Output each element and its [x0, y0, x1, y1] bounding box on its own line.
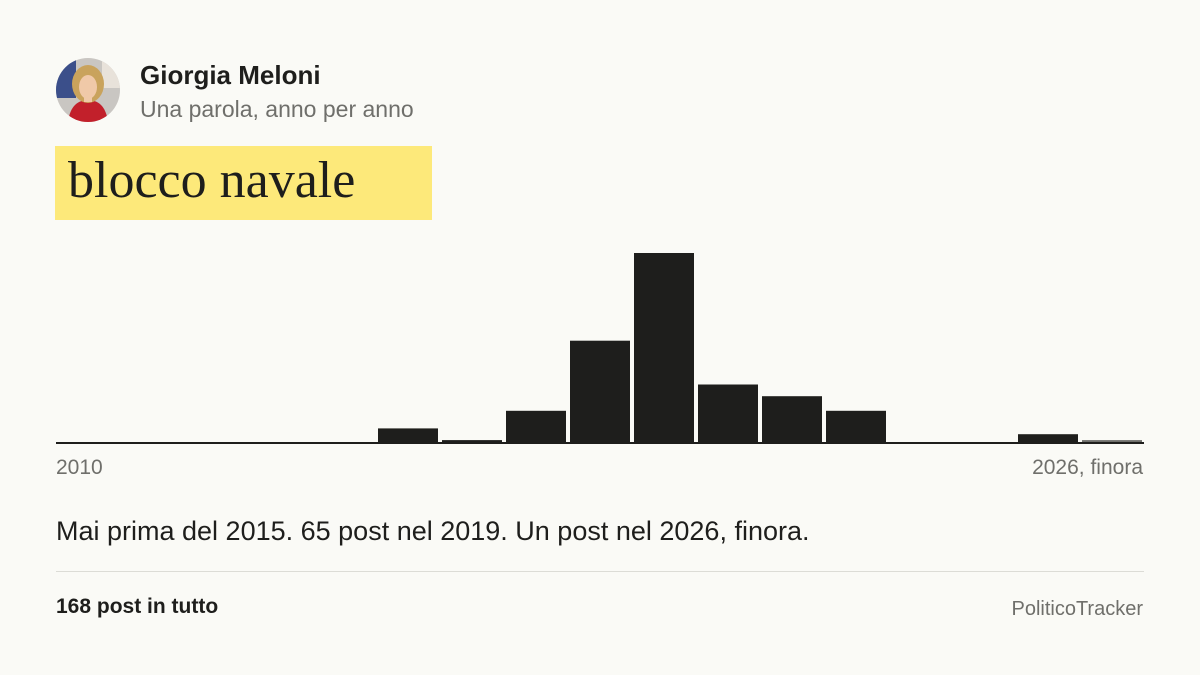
bar-2020 — [698, 384, 758, 443]
bar-2019 — [634, 253, 694, 443]
bar-2021 — [762, 396, 822, 443]
keyword-highlight: blocco navale — [55, 146, 432, 220]
bar-2026 — [1082, 440, 1142, 443]
bar-2025 — [1018, 434, 1078, 443]
footer-divider — [56, 571, 1144, 572]
bar-2015 — [378, 428, 438, 443]
bar-2018 — [570, 340, 630, 443]
bar-2016 — [442, 440, 502, 443]
x-axis-end-label: 2026, finora — [1032, 456, 1143, 479]
bar-2017 — [506, 410, 566, 443]
x-axis-start-label: 2010 — [56, 456, 103, 479]
bar-2022 — [826, 410, 886, 443]
politician-name: Giorgia Meloni — [140, 60, 321, 90]
total-count: 168 post in tutto — [56, 595, 219, 618]
card-subtitle: Una parola, anno per anno — [140, 96, 414, 122]
brand-label: PoliticoTracker — [1011, 598, 1143, 620]
summary-text: Mai prima del 2015. 65 post nel 2019. Un… — [56, 516, 810, 546]
